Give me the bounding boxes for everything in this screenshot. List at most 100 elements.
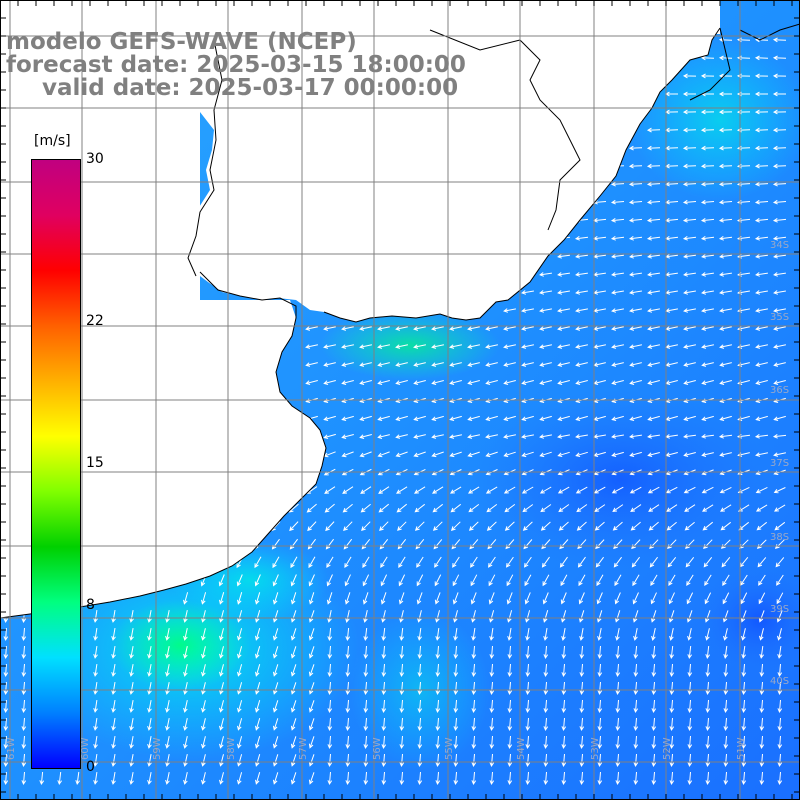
wind-arrow <box>323 362 336 367</box>
wind-arrow <box>503 326 516 331</box>
wind-arrow <box>630 521 641 531</box>
wind-arrow <box>772 145 787 151</box>
wind-arrow <box>255 736 261 749</box>
wind-arrow <box>290 718 297 731</box>
wind-arrow <box>111 628 116 641</box>
wind-arrow <box>718 163 733 169</box>
wind-arrow <box>633 645 639 660</box>
wind-arrow <box>772 55 787 61</box>
wind-arrow <box>576 521 587 531</box>
colorbar-tick-label: 15 <box>86 455 104 471</box>
wind-arrow <box>413 362 426 367</box>
wind-arrow <box>111 718 116 731</box>
wind-arrow <box>525 717 531 732</box>
wind-arrow <box>575 290 588 295</box>
wind-arrow <box>219 592 225 605</box>
wind-arrow <box>471 753 477 768</box>
wind-arrow <box>345 699 351 714</box>
wind-arrow <box>633 753 639 768</box>
wind-arrow <box>687 699 693 714</box>
wind-arrow <box>435 663 441 678</box>
wind-arrow <box>290 772 297 785</box>
wind-arrow <box>719 415 732 421</box>
wind-arrow <box>521 308 534 313</box>
wind-vectors <box>3 37 787 786</box>
wind-arrow <box>700 109 715 115</box>
wind-arrow <box>507 645 513 660</box>
wind-arrow <box>700 181 715 187</box>
wind-arrow <box>741 646 746 659</box>
wind-arrow <box>359 451 372 458</box>
wind-arrow <box>345 663 351 678</box>
wind-arrow <box>341 344 355 349</box>
wind-arrow <box>629 272 642 277</box>
wind-arrow <box>651 753 657 768</box>
wind-arrow <box>413 326 426 331</box>
wind-arrow <box>486 521 497 531</box>
wind-arrow <box>435 717 441 732</box>
wind-arrow <box>417 735 423 750</box>
wind-arrow <box>377 362 390 367</box>
wind-arrow <box>453 753 459 768</box>
wind-arrow <box>450 521 461 531</box>
wind-arrow <box>561 663 567 678</box>
wind-arrow <box>397 521 407 531</box>
wind-arrow <box>395 415 408 421</box>
wind-arrow <box>183 699 188 713</box>
wind-arrow <box>147 700 152 713</box>
wind-arrow <box>218 574 225 587</box>
wind-arrow <box>543 628 548 641</box>
wind-arrow <box>777 717 783 732</box>
wind-arrow <box>395 362 408 367</box>
wind-arrow <box>3 771 9 786</box>
wind-arrow <box>147 610 152 623</box>
wind-arrow <box>183 609 188 623</box>
wind-arrow <box>611 380 624 385</box>
wind-arrow <box>597 735 603 750</box>
wind-arrow <box>682 199 697 205</box>
wind-arrow <box>485 344 499 349</box>
wind-arrow <box>720 521 732 531</box>
wind-arrow <box>326 574 333 587</box>
wind-arrow <box>772 217 787 223</box>
wind-arrow <box>521 362 534 367</box>
wind-arrow <box>489 681 495 696</box>
wind-arrow <box>399 753 405 768</box>
wind-arrow <box>381 771 387 786</box>
wind-arrow <box>3 663 9 678</box>
wind-arrow <box>579 735 585 750</box>
wind-arrow <box>201 646 206 659</box>
wind-arrow <box>467 451 480 458</box>
wind-arrow <box>754 217 769 223</box>
wind-arrow <box>341 326 354 331</box>
wind-arrow <box>682 127 697 133</box>
wind-arrow <box>632 592 639 605</box>
wind-arrow <box>539 380 552 385</box>
wind-arrow <box>629 486 642 494</box>
wind-arrow <box>327 627 333 642</box>
wind-arrow <box>701 362 714 367</box>
wind-arrow <box>579 628 584 641</box>
wind-arrow <box>718 217 733 223</box>
wind-arrow <box>701 415 714 421</box>
wind-arrow <box>485 326 498 331</box>
wind-arrow <box>776 592 784 605</box>
wind-arrow <box>272 700 279 713</box>
wind-arrow <box>773 487 786 494</box>
wind-arrow <box>323 326 336 331</box>
wind-arrow <box>597 681 603 696</box>
wind-arrow <box>647 344 661 349</box>
wind-arrow <box>578 610 585 623</box>
wind-arrow <box>308 574 315 587</box>
wind-arrow <box>521 326 534 331</box>
wind-arrow <box>306 503 317 513</box>
wind-arrow <box>647 308 660 313</box>
wind-arrow <box>489 628 494 641</box>
wind-arrow <box>754 199 769 205</box>
wind-arrow <box>669 771 675 786</box>
wind-arrow <box>705 663 711 678</box>
wind-arrow <box>237 754 243 767</box>
wind-arrow <box>381 627 387 642</box>
wind-arrow <box>719 254 732 259</box>
